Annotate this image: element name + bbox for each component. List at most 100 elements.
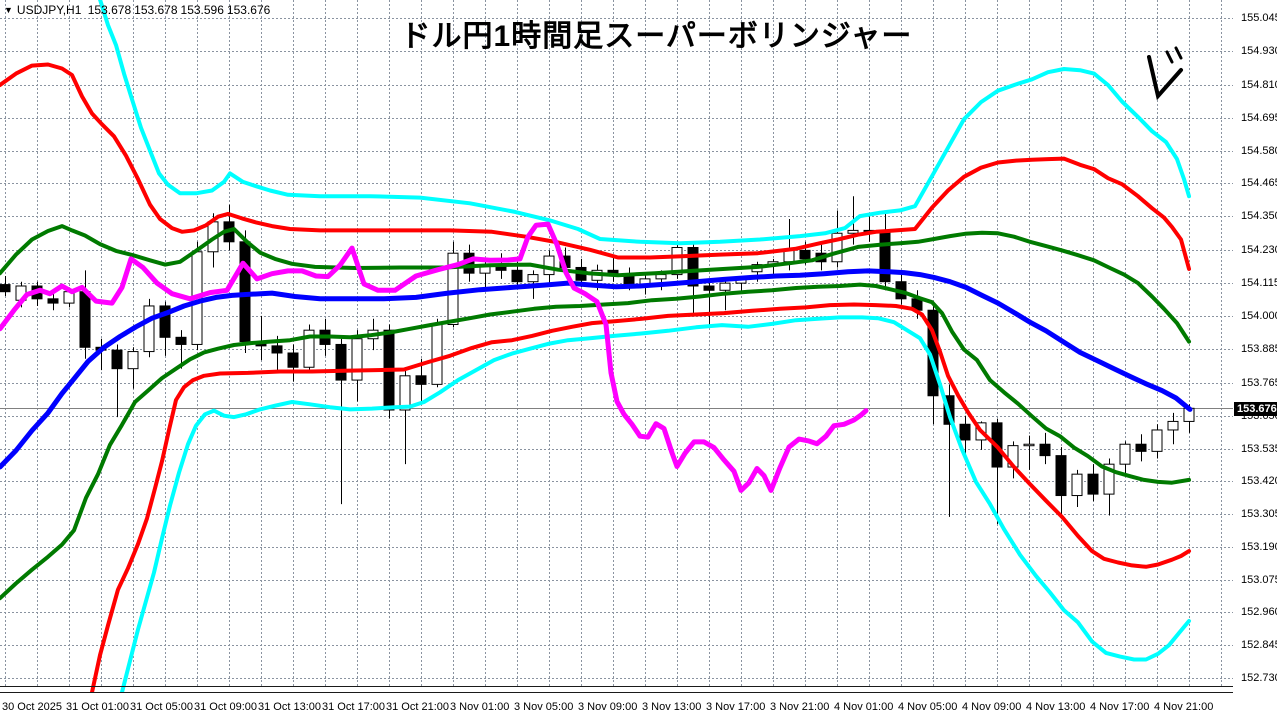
price-axis-label: 153.765 (1241, 376, 1277, 389)
candle-bearish (239, 241, 251, 343)
candle-bearish (47, 298, 59, 304)
candle-bearish (1087, 473, 1099, 495)
time-axis-label: 4 Nov 13:00 (1026, 701, 1086, 713)
candle-bullish (143, 305, 155, 353)
candle-bullish (351, 338, 363, 381)
price-axis-label: 154.115 (1241, 277, 1277, 290)
price-axis-label: 152.845 (1241, 639, 1277, 652)
price-axis-label: 154.695 (1241, 111, 1277, 124)
time-axis-label: 3 Nov 17:00 (706, 701, 766, 713)
checkmark-annotation-icon (1147, 55, 1183, 101)
candle-bullish (527, 274, 539, 283)
candle-bearish (287, 352, 299, 368)
symbol-info-bar[interactable]: ▼ USDJPY,H1 153.678 153.678 153.596 153.676 (4, 3, 273, 17)
price-axis-label: 154.350 (1241, 210, 1277, 223)
band-lower-1sigma-line (0, 282, 1191, 601)
candle-bullish (1151, 429, 1163, 452)
time-axis-label: 3 Nov 01:00 (450, 701, 510, 713)
time-axis-label: 31 Oct 05:00 (130, 701, 193, 713)
candle-bearish (511, 269, 523, 283)
candle-bearish (703, 285, 715, 291)
quote-close: 153.676 (226, 3, 271, 17)
candle-bullish (1023, 443, 1035, 447)
price-axis-label: 152.730 (1241, 672, 1277, 684)
candle-bullish (783, 249, 795, 263)
symbol-period-label: USDJPY,H1 (16, 3, 82, 17)
time-axis[interactable]: 30 Oct 2025 31 Oct 01:00 31 Oct 05:00 31 Oc… (0, 692, 1233, 718)
price-axis-label: 154.465 (1241, 177, 1277, 190)
chart-title: ドル円1時間足スーパーボリンジャー (400, 20, 913, 53)
candle-bearish (79, 291, 91, 348)
price-axis-label: 154.580 (1241, 144, 1277, 157)
lagging-span-line (0, 221, 869, 493)
time-axis-label: 31 Oct 13:00 (258, 701, 321, 713)
candle-bullish (1119, 443, 1131, 465)
candle-bearish (335, 343, 347, 381)
candle-bullish (1103, 463, 1115, 495)
time-axis-label: 3 Nov 13:00 (642, 701, 702, 713)
candle-bullish (447, 252, 459, 325)
candle-bullish (655, 274, 667, 280)
time-axis-label: 30 Oct 2025 (2, 701, 62, 713)
time-axis-label: 3 Nov 05:00 (514, 701, 574, 713)
candle-bearish (1039, 443, 1051, 457)
price-axis-label: 153.305 (1241, 508, 1277, 521)
candle-bullish (1071, 473, 1083, 497)
price-axis-label: 154.930 (1241, 44, 1277, 57)
candle-bearish (0, 284, 11, 293)
price-axis-label: 153.535 (1241, 442, 1277, 455)
quote-high: 153.678 (134, 3, 178, 17)
candle-bullish (847, 229, 859, 234)
price-axis-label: 153.885 (1241, 342, 1277, 355)
time-axis-label: 4 Nov 05:00 (898, 701, 958, 713)
candle-bullish (671, 247, 683, 276)
candle-bullish (303, 329, 315, 368)
band-upper-2sigma-line (0, 62, 1191, 271)
time-axis-label: 4 Nov 09:00 (962, 701, 1022, 713)
time-axis-label: 31 Oct 09:00 (194, 701, 257, 713)
price-axis-label: 154.230 (1241, 244, 1277, 257)
time-axis-label: 31 Oct 17:00 (322, 701, 385, 713)
price-axis-label: 155.045 (1241, 12, 1277, 24)
band-lower-3sigma-line (120, 315, 1191, 695)
price-axis-label: 153.190 (1241, 540, 1277, 553)
candle-bullish (127, 351, 139, 370)
band-upper-3sigma-line (98, 0, 1191, 246)
price-axis-label: 154.000 (1241, 309, 1277, 322)
time-axis-label: 4 Nov 21:00 (1154, 701, 1214, 713)
candle-bearish (1135, 443, 1147, 452)
time-axis-label: 3 Nov 21:00 (770, 701, 830, 713)
candle-bullish (543, 255, 555, 276)
price-axis[interactable]: 155.045 154.930 154.810 154.695 154.580 154.4… (1233, 0, 1277, 718)
candle-bullish (831, 232, 843, 263)
candle-bearish (959, 423, 971, 441)
center-line-line (0, 268, 1193, 470)
price-axis-label: 152.960 (1241, 606, 1277, 619)
candle-bullish (399, 375, 411, 411)
time-axis-label: 4 Nov 17:00 (1090, 701, 1150, 713)
band-upper-1sigma-line (0, 224, 1191, 344)
time-axis-label: 4 Nov 01:00 (834, 701, 894, 713)
time-axis-label: 31 Oct 01:00 (66, 701, 129, 713)
candle-bearish (111, 349, 123, 370)
current-price-badge: 153.676 (1234, 402, 1277, 416)
candle-bullish (1167, 420, 1179, 431)
price-axis-label: 153.075 (1241, 573, 1277, 586)
candle-bearish (687, 247, 699, 287)
checkmark-annotation-ticks-icon (1165, 46, 1183, 64)
candle-bearish (799, 249, 811, 260)
candle-bullish (719, 282, 731, 291)
candle-bearish (415, 375, 427, 385)
candle-bearish (1055, 455, 1067, 497)
candle-bearish (623, 275, 635, 286)
price-axis-label: 153.420 (1241, 475, 1277, 488)
band-lower-2sigma-line (90, 302, 1191, 695)
symbol-dropdown-triangle-icon[interactable]: ▼ (4, 5, 13, 15)
candle-bullish (431, 323, 443, 385)
time-axis-label: 3 Nov 09:00 (578, 701, 638, 713)
candle-bearish (271, 345, 283, 354)
quote-open: 153.678 (87, 3, 132, 17)
candle-bearish (159, 305, 171, 338)
